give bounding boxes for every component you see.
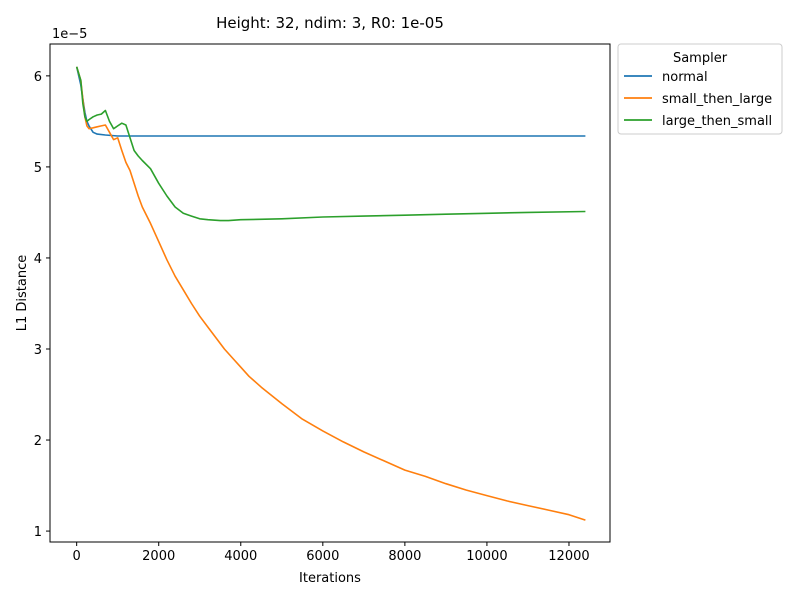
x-tick-label: 0 — [73, 549, 81, 564]
y-tick-label: 5 — [34, 161, 42, 176]
series-line-small-then-large — [75, 66, 586, 521]
plot-area — [75, 66, 586, 521]
legend-label-large-then-small: large_then_small — [662, 114, 772, 129]
y-tick-label: 6 — [34, 70, 42, 85]
series-line-large-then-small — [75, 66, 586, 222]
y-tick-label: 4 — [34, 252, 42, 267]
chart-title: Height: 32, ndim: 3, R0: 1e-05 — [216, 14, 444, 32]
x-tick-label: 10000 — [466, 549, 507, 564]
y-scale-label: 1e−5 — [52, 27, 87, 42]
legend: Sampler normal small_then_large large_then… — [617, 43, 783, 135]
x-axis: 0 2000 4000 6000 8000 10000 12000 — [73, 542, 590, 564]
x-tick-label: 12000 — [548, 549, 589, 564]
x-tick-label: 6000 — [306, 549, 339, 564]
y-tick-label: 2 — [34, 434, 42, 449]
y-axis-label: L1 Distance — [15, 255, 30, 332]
legend-label-normal: normal — [662, 70, 708, 85]
legend-box — [617, 43, 783, 135]
x-tick-label: 8000 — [388, 549, 421, 564]
y-tick-label: 3 — [34, 343, 42, 358]
x-tick-label: 4000 — [224, 549, 257, 564]
legend-label-small-then-large: small_then_large — [662, 92, 772, 107]
plot-frame — [49, 43, 611, 543]
legend-title: Sampler — [673, 51, 728, 66]
x-tick-label: 2000 — [142, 549, 175, 564]
y-tick-label: 1 — [34, 525, 42, 540]
x-axis-label: Iterations — [299, 571, 361, 586]
y-axis: 1 2 3 4 5 6 — [34, 70, 50, 540]
